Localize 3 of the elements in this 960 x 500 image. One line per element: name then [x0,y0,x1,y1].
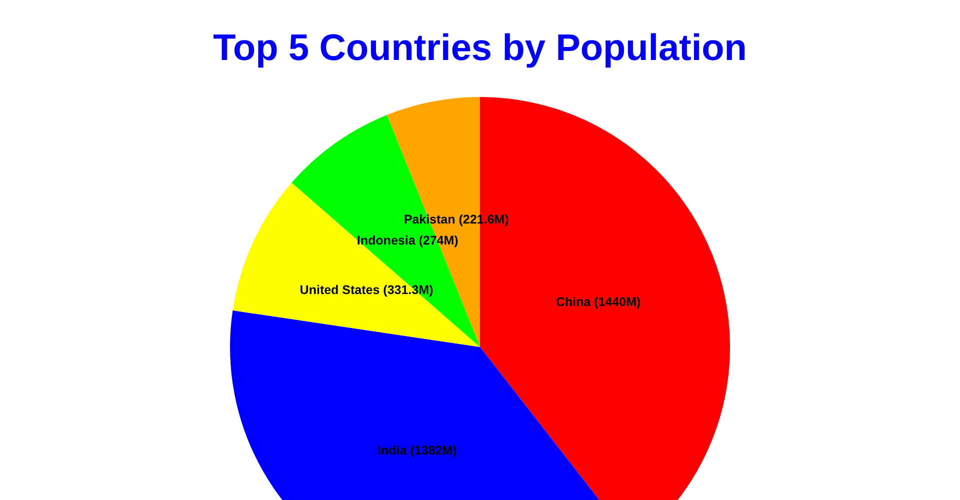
chart-title: Top 5 Countries by Population [212,26,748,70]
slice-label: India (1382M) [377,443,457,458]
slice-label: China (1440M) [556,294,641,309]
